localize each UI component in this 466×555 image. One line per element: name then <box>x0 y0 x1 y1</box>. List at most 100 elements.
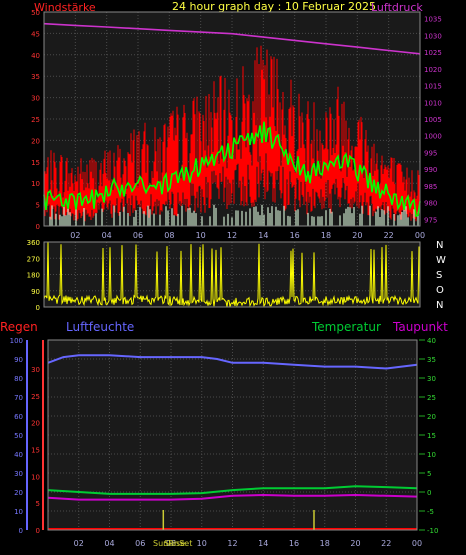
direction-tick-label: 180 <box>27 272 40 280</box>
wind-pressure-series <box>43 22 421 226</box>
direction-tick-label: 360 <box>27 239 40 247</box>
temperature-title: Temperatur <box>311 320 381 334</box>
wind-average-line <box>43 121 421 218</box>
pressure-tick-label: 975 <box>424 216 437 224</box>
humidity-line <box>47 354 418 370</box>
pressure-tick-label: 990 <box>424 166 437 174</box>
x-tick-label: 20 <box>350 539 360 548</box>
x-tick-label: 20 <box>352 231 362 240</box>
wind-pressure-x-axis: 02 04 06 08 10 12 14 16 18 20 22 00 <box>70 231 425 240</box>
x-tick-label: 16 <box>289 539 299 548</box>
wind-speed-tick-label: 25 <box>31 116 40 124</box>
temperature-tick-label: 20 <box>427 413 436 421</box>
rain-tick-label: 10 <box>31 473 40 481</box>
pressure-tick-label: 1035 <box>424 16 442 24</box>
x-tick-label: 10 <box>197 539 207 548</box>
x-tick-label: 00 <box>412 539 422 548</box>
x-tick-label: 22 <box>384 231 394 240</box>
rain-tick-label: 15 <box>31 446 40 454</box>
wind-speed-tick-label: 0 <box>36 223 40 231</box>
wind-direction-axis: 0 90 180 270 360 <box>27 239 40 312</box>
rain-tick-label: 25 <box>31 393 40 401</box>
pressure-tick-label: 985 <box>424 183 437 191</box>
humidity-title: Luftfeuchte <box>66 320 134 334</box>
temperature-tick-label: 25 <box>427 394 436 402</box>
humidity-tick-label: 0 <box>19 527 23 535</box>
wind-speed-tick-label: 50 <box>31 9 40 17</box>
humidity-axis: 0 10 20 30 40 50 60 70 80 90 100 <box>10 337 28 535</box>
calm-marks <box>49 204 419 226</box>
pressure-tick-label: 1010 <box>424 99 442 107</box>
x-tick-label: 14 <box>258 539 268 548</box>
wind-direction-series <box>43 242 421 308</box>
rain-tick-label: 30 <box>31 366 40 374</box>
wind-pressure-frame <box>43 11 421 227</box>
temperature-axis: -10 -5 0 5 10 15 20 25 30 35 40 <box>419 337 438 535</box>
x-tick-label: 12 <box>227 539 237 548</box>
pressure-tick-label: 1015 <box>424 83 442 91</box>
humidity-tick-label: 50 <box>14 432 23 440</box>
wind-speed-tick-label: 10 <box>31 180 40 188</box>
temp-humidity-plot-area <box>48 340 417 530</box>
temperature-tick-label: -5 <box>427 508 434 516</box>
temperature-tick-label: 0 <box>427 489 431 497</box>
direction-tick-label: 90 <box>31 288 40 296</box>
humidity-tick-label: 30 <box>14 470 23 478</box>
dewpoint-line <box>47 493 418 501</box>
pressure-title: Luftdruck <box>371 1 423 14</box>
wind-speed-tick-label: 35 <box>31 73 40 81</box>
temperature-tick-label: -10 <box>427 527 438 535</box>
humidity-tick-label: 90 <box>14 356 23 364</box>
compass-label: N <box>436 240 443 251</box>
humidity-tick-label: 20 <box>14 489 23 497</box>
wind-direction-frame <box>43 241 421 308</box>
pressure-tick-label: 1005 <box>424 116 442 124</box>
pressure-tick-label: 1030 <box>424 32 442 40</box>
humidity-tick-label: 60 <box>14 413 23 421</box>
temperature-tick-label: 5 <box>427 470 431 478</box>
temperature-line <box>47 485 418 495</box>
rain-tick-label: 5 <box>36 500 40 508</box>
x-tick-label: 08 <box>164 231 174 240</box>
temperature-tick-label: 15 <box>427 432 436 440</box>
temp-humidity-x-axis: 02 04 06 08 10 12 14 16 18 20 22 00 <box>74 539 422 548</box>
temperature-tick-label: 10 <box>427 451 436 459</box>
x-tick-label: 18 <box>320 539 330 548</box>
humidity-tick-label: 100 <box>10 337 23 345</box>
humidity-tick-label: 40 <box>14 451 23 459</box>
x-tick-label: 14 <box>258 231 268 240</box>
dewpoint-title: Taupunkt <box>392 320 448 334</box>
temperature-tick-label: 35 <box>427 356 436 364</box>
x-tick-label: 00 <box>415 231 425 240</box>
x-tick-label: 06 <box>135 539 145 548</box>
humidity-tick-label: 70 <box>14 394 23 402</box>
compass-label: N <box>436 300 443 311</box>
wind-direction-line <box>43 242 421 308</box>
pressure-tick-label: 1020 <box>424 66 442 74</box>
rain-title: Regen <box>0 320 38 334</box>
rain-axis: 0 5 10 15 20 25 30 <box>31 340 44 535</box>
rain-tick-label: 0 <box>36 527 40 535</box>
x-tick-label: 12 <box>227 231 237 240</box>
direction-tick-label: 0 <box>36 304 40 312</box>
pressure-tick-label: 995 <box>424 149 437 157</box>
humidity-tick-label: 10 <box>14 508 23 516</box>
x-tick-label: 06 <box>133 231 143 240</box>
pressure-line <box>43 22 421 55</box>
pressure-tick-label: 1000 <box>424 133 442 141</box>
compass-label: O <box>436 285 444 296</box>
x-tick-label: 10 <box>196 231 206 240</box>
chart-title: 24 hour graph day : 10 Februar 2025 <box>172 0 376 13</box>
x-tick-label: 02 <box>70 231 80 240</box>
sunset-label: SunSet <box>164 539 192 548</box>
wind-speed-tick-label: 30 <box>31 95 40 103</box>
x-tick-label: 04 <box>102 231 112 240</box>
pressure-tick-label: 980 <box>424 200 437 208</box>
pressure-tick-label: 1025 <box>424 49 442 57</box>
temp-humidity-series <box>47 354 418 530</box>
x-tick-label: 08 <box>166 539 176 548</box>
direction-tick-label: 270 <box>27 255 40 263</box>
